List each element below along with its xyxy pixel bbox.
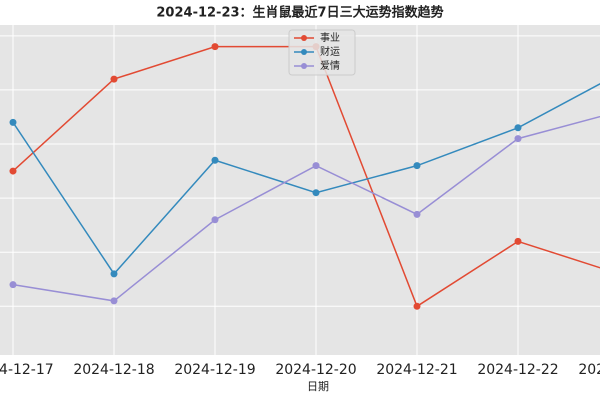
data-point [413,162,421,170]
data-point [211,216,219,224]
x-tick-label: 2024-12-18 [73,362,154,378]
legend-marker [301,63,307,69]
data-point [413,302,421,310]
data-point [9,281,17,289]
data-point [413,210,421,218]
x-tick-label: 2024-12-23 [578,362,600,378]
legend-label: 事业 [320,31,340,44]
x-ticks: 2024-12-17 2024-12-18 2024-12-19 2024-12-20… [0,362,600,378]
data-point [110,270,118,278]
data-point [312,162,320,170]
x-tick-label: 2024-12-21 [376,362,457,378]
data-point [514,135,522,143]
data-point [9,118,17,126]
data-point [514,124,522,132]
x-tick-label: 2024-12-17 [0,362,54,378]
legend-label: 财运 [320,45,340,58]
x-axis-label: 日期 [307,380,329,393]
data-point [110,75,118,83]
chart-title: 2024-12-23：生肖鼠最近7日三大运势指数趋势 [156,5,443,21]
legend-marker [301,35,307,41]
plot-background [0,25,600,355]
data-point [312,189,320,197]
legend-marker [301,49,307,55]
x-tick-label: 2024-12-22 [477,362,558,378]
data-point [211,43,219,51]
data-point [9,167,17,175]
legend-label: 爱情 [320,59,340,72]
x-tick-label: 2024-12-20 [275,362,356,378]
x-tick-label: 2024-12-19 [174,362,255,378]
data-point [110,297,118,305]
data-point [514,237,522,245]
data-point [211,156,219,164]
